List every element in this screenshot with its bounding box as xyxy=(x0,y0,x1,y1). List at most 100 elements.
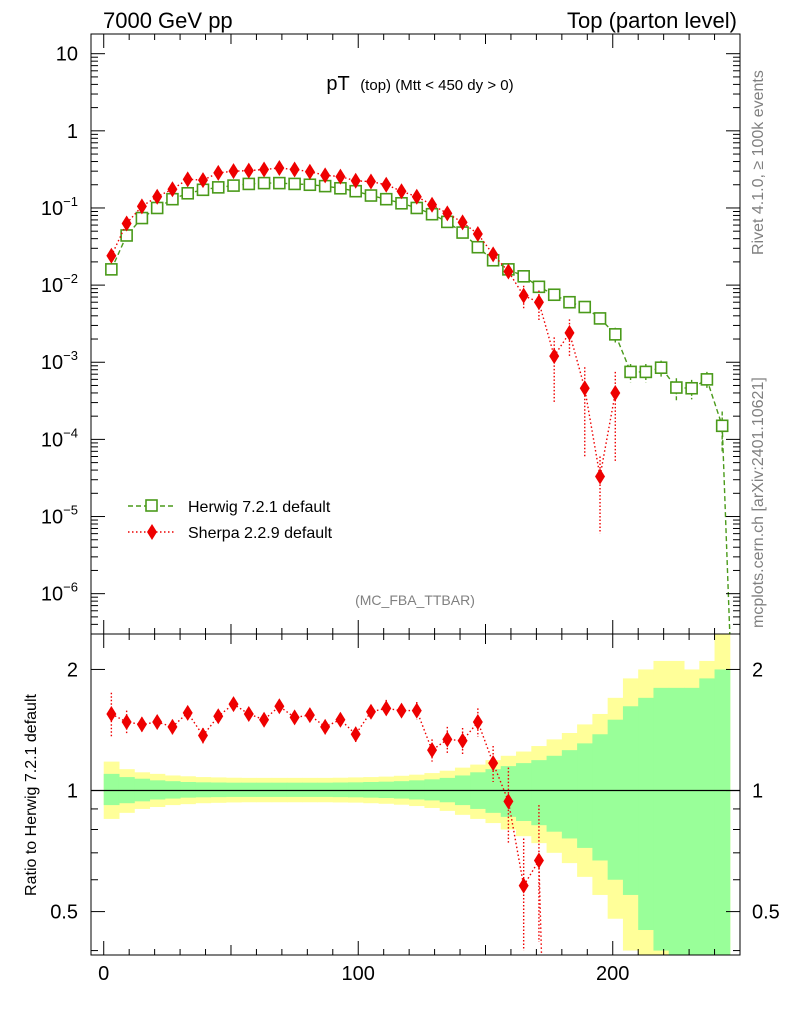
herwig-point xyxy=(639,365,653,379)
ratio-band-inner xyxy=(684,687,700,955)
main-y-tick-label: 10−3 xyxy=(41,348,78,374)
sherpa-ratio-point xyxy=(427,742,438,759)
sherpa-point xyxy=(197,172,208,189)
herwig-point xyxy=(181,186,195,200)
ratio-band-inner xyxy=(149,780,166,800)
herwig-point xyxy=(578,300,592,314)
ratio-y-axis-label: Ratio to Herwig 7.2.1 default xyxy=(23,694,40,896)
sherpa-point xyxy=(457,214,468,231)
main-y-tick-exponent: −6 xyxy=(63,580,78,595)
sherpa-ratio-line xyxy=(111,703,543,956)
ratio-band-inner xyxy=(653,687,670,951)
sherpa-ratio-point xyxy=(213,708,224,725)
ratio-y-tick-labels: 2 2 1 1 0.5 0.5 xyxy=(50,659,780,923)
x-tick-label: 0 xyxy=(98,963,109,985)
ratio-band-inner xyxy=(592,734,609,861)
sherpa-point xyxy=(213,164,224,181)
herwig-point xyxy=(608,328,622,341)
sherpa-point xyxy=(106,247,117,264)
x-tick-labels: 0 100 200 xyxy=(98,963,629,985)
sherpa-point xyxy=(579,380,590,397)
ratio-band-inner xyxy=(638,697,654,931)
sherpa-point xyxy=(472,225,483,242)
sherpa-ratio-point xyxy=(335,711,346,728)
herwig-point xyxy=(532,280,546,294)
main-y-tick-base: 10 xyxy=(41,507,63,529)
mcplots-label: mcplots.cern.ch [arXiv:2401.10621] xyxy=(750,377,767,628)
sherpa-point xyxy=(228,163,239,180)
sherpa-ratio-point xyxy=(228,696,239,713)
ratio-y-tick-label-right: 1 xyxy=(752,781,763,803)
ratio-y-tick-label: 1 xyxy=(67,781,78,803)
ratio-band-inner xyxy=(607,719,624,880)
main-y-tick-label: 10−6 xyxy=(41,580,78,606)
ratio-band-inner xyxy=(317,782,334,797)
main-y-tick-label: 1 xyxy=(67,121,78,143)
herwig-point xyxy=(517,270,530,283)
sherpa-ratio-point xyxy=(472,714,483,731)
ratio-band-inner xyxy=(286,782,303,797)
main-y-tick-base: 10 xyxy=(41,198,63,220)
ratio-band-inner xyxy=(164,781,181,799)
sherpa-ratio-point xyxy=(503,793,514,810)
sherpa-point xyxy=(549,348,560,365)
sherpa-ratio-point xyxy=(167,718,178,735)
main-y-tick-base: 10 xyxy=(41,275,63,297)
herwig-point xyxy=(105,263,118,276)
sherpa-point xyxy=(335,168,346,185)
main-y-tick-exponent: −4 xyxy=(63,425,78,440)
ratio-panel: 2 2 1 1 0.5 0.5 0 100 200 xyxy=(50,633,780,985)
sherpa-point xyxy=(533,294,544,311)
sherpa-point xyxy=(427,196,438,213)
herwig-point xyxy=(654,361,668,374)
herwig-point xyxy=(624,365,637,379)
legend: Herwig 7.2.1 default Sherpa 2.2.9 defaul… xyxy=(128,499,333,542)
ratio-band-inner xyxy=(271,782,288,797)
analysis-watermark: (MC_FBA_TTBAR) xyxy=(355,592,475,608)
ratio-y-tick-label-right: 0.5 xyxy=(752,902,780,924)
herwig-point xyxy=(379,192,393,206)
sherpa-point xyxy=(136,198,147,215)
sherpa-ratio-point xyxy=(411,702,422,719)
main-y-tick-base: 10 xyxy=(41,429,63,451)
herwig-line xyxy=(110,182,731,635)
ratio-band-inner xyxy=(516,763,532,821)
ratio-band-inner xyxy=(393,781,410,799)
legend-sherpa-marker xyxy=(147,524,157,540)
sherpa-point xyxy=(411,188,422,205)
ratio-band-inner xyxy=(210,782,227,798)
ratio-y-tick-label: 2 xyxy=(67,659,78,681)
legend-item-herwig: Herwig 7.2.1 default xyxy=(128,499,331,516)
sherpa-ratio-point xyxy=(457,732,468,749)
main-y-tick-label: 10 xyxy=(56,44,78,66)
sherpa-point xyxy=(274,159,285,176)
main-frame xyxy=(90,33,741,635)
sherpa-ratio-point xyxy=(152,714,163,731)
herwig-point xyxy=(547,288,561,302)
ratio-band-inner xyxy=(348,782,364,798)
ratio-band-inner xyxy=(241,782,257,797)
ratio-band-inner xyxy=(531,760,548,826)
sherpa-point xyxy=(182,171,193,188)
sherpa-point xyxy=(595,468,606,485)
legend-herwig-label: Herwig 7.2.1 default xyxy=(188,499,331,516)
ratio-y-tick-label-right: 2 xyxy=(752,659,763,681)
sherpa-point xyxy=(152,188,163,205)
sherpa-ratio-point xyxy=(320,718,331,735)
herwig-point xyxy=(700,373,714,386)
herwig-point xyxy=(395,196,408,210)
collision-label: 7000 GeV pp xyxy=(103,8,233,33)
sherpa-point xyxy=(243,162,254,179)
sherpa-point xyxy=(304,163,315,180)
sherpa-ratio-point xyxy=(259,711,270,728)
ratio-band-inner xyxy=(409,780,425,800)
sherpa-ratio-point xyxy=(197,727,208,744)
sherpa-ratio-point xyxy=(136,716,147,733)
ratio-band-inner xyxy=(332,782,349,798)
herwig-point xyxy=(685,381,698,395)
herwig-point xyxy=(211,181,225,194)
ratio-axis-ticks xyxy=(91,634,741,955)
sherpa-ratio-point xyxy=(106,705,117,722)
